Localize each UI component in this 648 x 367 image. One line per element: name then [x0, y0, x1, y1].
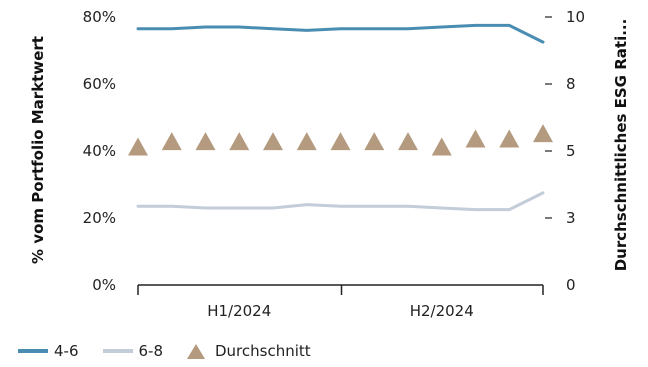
legend-swatch-durchschnitt: [187, 343, 205, 359]
right-axis-title: Durchschnittliches ESG Rati...: [612, 19, 630, 272]
left-tick-label: 20%: [83, 209, 116, 227]
marker-durchschnitt: [499, 129, 520, 148]
marker-durchschnitt: [465, 129, 486, 148]
marker-durchschnitt: [229, 132, 250, 151]
right-tick-label: 5: [566, 142, 576, 160]
marker-durchschnitt: [296, 132, 317, 151]
marker-durchschnitt: [398, 132, 418, 151]
left-tick-label: 0%: [92, 276, 116, 294]
legend-swatch-6-8: [102, 349, 133, 353]
marker-durchschnitt: [128, 137, 148, 156]
right-tick-label: 10: [566, 8, 585, 26]
series-line-6-8: [136, 191, 545, 212]
legend-label-4-6: 4-6: [54, 342, 79, 360]
legend: 4-6 6-8 Durchschnitt: [18, 342, 335, 360]
left-tick-label: 80%: [83, 8, 116, 26]
left-tick-label: 40%: [83, 142, 116, 160]
marker-durchschnitt: [161, 132, 182, 151]
marker-durchschnitt: [533, 124, 553, 143]
legend-swatch-4-6: [18, 349, 48, 353]
legend-label-durchschnitt: Durchschnitt: [215, 342, 311, 360]
right-tick-label: 8: [566, 75, 576, 93]
legend-label-6-8: 6-8: [138, 342, 164, 360]
x-period-label: H2/2024: [410, 302, 474, 320]
marker-durchschnitt: [330, 132, 351, 151]
marker-durchschnitt: [431, 137, 452, 156]
right-tick-label: 3: [566, 209, 576, 227]
legend-item-durchschnitt: Durchschnitt: [187, 342, 311, 360]
x-period-label: H1/2024: [207, 302, 271, 320]
marker-durchschnitt: [263, 132, 283, 151]
series-line-4-6: [136, 23, 545, 44]
legend-item-6-8: 6-8: [102, 342, 164, 360]
marker-durchschnitt: [364, 132, 385, 151]
right-tick-label: 0: [566, 276, 576, 294]
marker-durchschnitt: [195, 132, 216, 151]
chart: 0% 20% 40% 60% 80% 0 3 5 8 10 H1/2024 H2/2024 % vom …: [29, 8, 630, 320]
left-tick-label: 60%: [83, 75, 116, 93]
legend-item-4-6: 4-6: [18, 342, 79, 360]
left-axis-title: % vom Portfolio Marktwert: [29, 36, 47, 264]
